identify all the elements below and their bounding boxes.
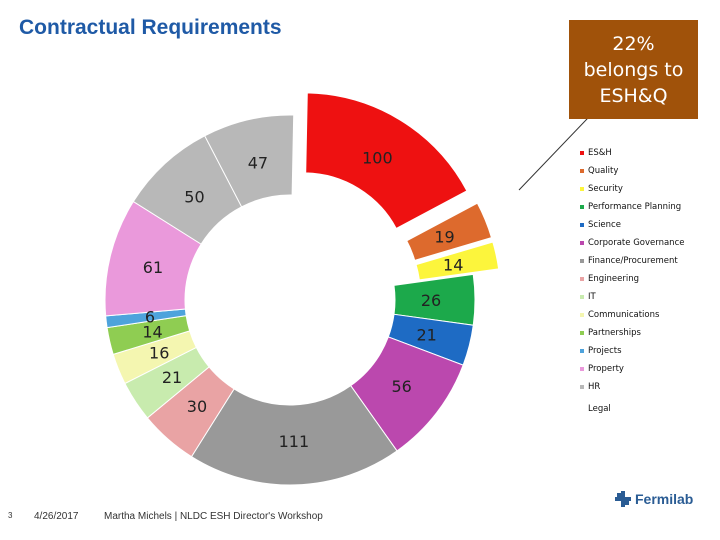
data-label-projects: 6	[145, 308, 155, 327]
fermilab-logo-icon	[615, 491, 631, 507]
data-label-es-h: 100	[362, 149, 393, 168]
legend-item-es-h: ES&H	[580, 148, 710, 166]
data-label-property: 61	[143, 258, 163, 277]
data-label-security: 14	[443, 256, 463, 275]
legend-label: Quality	[588, 166, 619, 176]
data-label-science: 21	[416, 326, 436, 345]
legend-label: Science	[588, 220, 621, 230]
legend-swatch	[580, 151, 584, 155]
footer-author: Martha Michels | NLDC ESH Director's Wor…	[104, 511, 323, 522]
data-label-engineering: 30	[187, 397, 207, 416]
legend-item-partnerships: Partnerships	[580, 328, 710, 346]
data-label-performance-planning: 26	[421, 291, 441, 310]
legend-item-property: Property	[580, 364, 710, 382]
legend-label: HR	[588, 382, 601, 392]
legend-item-corporate-governance: Corporate Governance	[580, 238, 710, 256]
legend-label: Finance/Procurement	[588, 256, 678, 266]
legend-label: Communications	[588, 310, 660, 320]
slice-finance-procurement	[190, 384, 398, 486]
fermilab-logo: Fermilab	[614, 490, 693, 508]
legend-item-it: IT	[580, 292, 710, 310]
legend-item-legal: Legal	[588, 404, 611, 414]
slice-legal	[204, 114, 295, 208]
slice-es-h	[305, 92, 468, 230]
legend-swatch	[580, 169, 584, 173]
legend-swatch	[580, 385, 584, 389]
data-label-partnerships: 14	[142, 322, 162, 341]
legend-swatch	[580, 187, 584, 191]
slice-security	[415, 241, 500, 281]
callout-box: 22% belongs to ESH&Q	[569, 20, 698, 119]
legend-swatch	[580, 241, 584, 245]
legend-swatch	[580, 205, 584, 209]
legend-item-projects: Projects	[580, 346, 710, 364]
data-label-hr: 50	[184, 187, 204, 206]
legend-item-science: Science	[580, 220, 710, 238]
legend-swatch	[580, 331, 584, 335]
chart-title: Contractual Requirements	[19, 16, 282, 39]
legend-swatch	[580, 277, 584, 281]
legend-label: Projects	[588, 346, 622, 356]
legend-label: ES&H	[588, 148, 612, 158]
slice-quality	[406, 202, 493, 261]
legend-item-finance-procurement: Finance/Procurement	[580, 256, 710, 274]
chart-legend: ES&H Quality Security Performance Planning S…	[580, 148, 710, 400]
data-label-finance-procurement: 111	[279, 432, 310, 451]
legend-swatch	[580, 367, 584, 371]
data-label-communications: 16	[149, 344, 169, 363]
footer-date: 4/26/2017	[34, 511, 79, 522]
legend-swatch	[580, 349, 584, 353]
legend-swatch	[580, 295, 584, 299]
legend-swatch	[580, 259, 584, 263]
callout-text: 22% belongs to ESH&Q	[583, 32, 684, 107]
data-label-corporate-governance: 56	[391, 377, 411, 396]
legend-label: Performance Planning	[588, 202, 682, 212]
legend-swatch	[580, 223, 584, 227]
legend-label: IT	[588, 292, 596, 302]
fermilab-logo-text: Fermilab	[635, 491, 694, 507]
data-label-legal: 47	[248, 154, 268, 173]
legend-label: Property	[588, 364, 624, 374]
legend-item-security: Security	[580, 184, 710, 202]
legend-item-hr: HR	[580, 382, 710, 400]
legend-swatch	[580, 313, 584, 317]
legend-label: Partnerships	[588, 328, 641, 338]
legend-label: Engineering	[588, 274, 639, 284]
legend-item-engineering: Engineering	[580, 274, 710, 292]
data-label-quality: 19	[434, 228, 454, 247]
legend-item-performance-planning: Performance Planning	[580, 202, 710, 220]
legend-item-quality: Quality	[580, 166, 710, 184]
page-number: 3	[8, 511, 13, 520]
data-label-it: 21	[162, 368, 182, 387]
legend-label: Corporate Governance	[588, 238, 685, 248]
legend-item-communications: Communications	[580, 310, 710, 328]
legend-label: Security	[588, 184, 623, 194]
